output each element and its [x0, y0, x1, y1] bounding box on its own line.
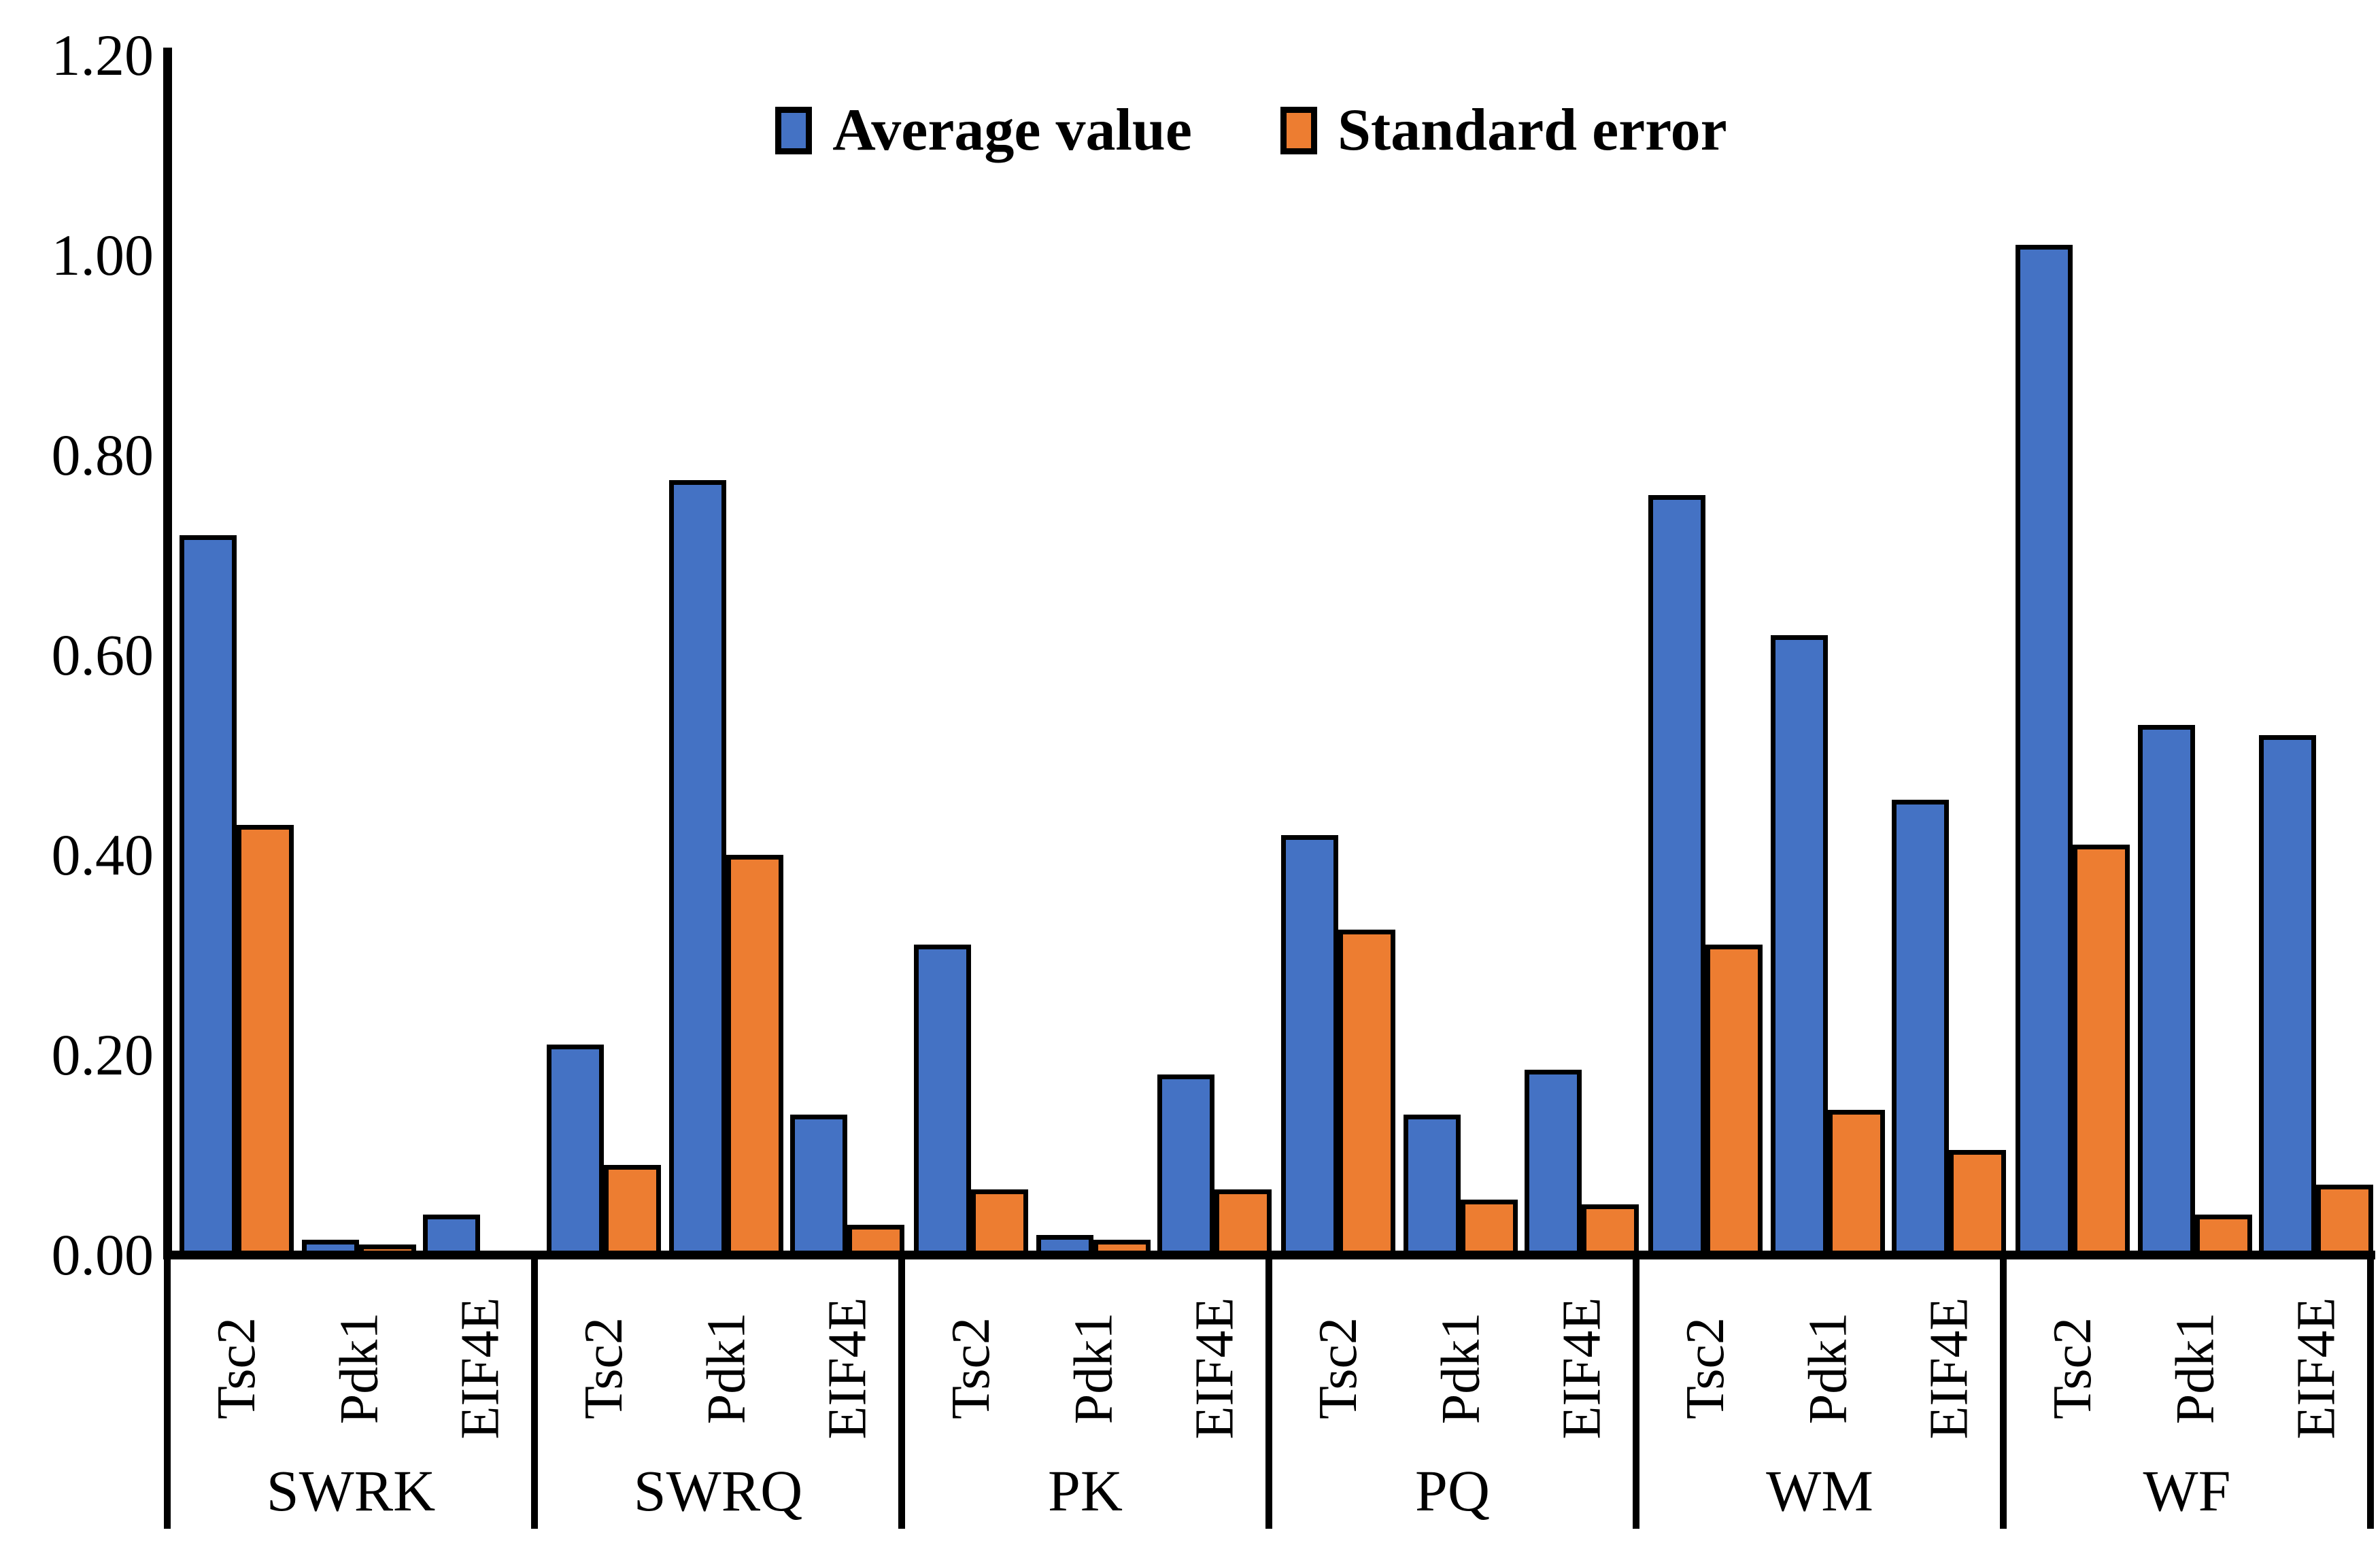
group-separator [898, 1259, 905, 1529]
bar-standard-error-PQ-EIF4E [1582, 1204, 1639, 1255]
legend: Average value Standard error [61, 101, 2380, 160]
group-separator [164, 1259, 171, 1529]
legend-item-average-value: Average value [775, 101, 1192, 160]
y-tick-label: 1.00 [51, 222, 154, 288]
group-separator [2000, 1259, 2007, 1529]
gene-label-PK-Pdk1: Pdk1 [1064, 1312, 1123, 1425]
gene-label-SWRQ-EIF4E: EIF4E [817, 1297, 877, 1440]
gene-label-SWRQ-Tsc2: Tsc2 [574, 1317, 634, 1419]
gene-label-PK-Tsc2: Tsc2 [941, 1317, 1002, 1419]
gene-label-SWRK-EIF4E: EIF4E [450, 1297, 510, 1440]
legend-label-standard-error: Standard error [1337, 97, 1727, 163]
y-tick-label: 1.20 [51, 22, 154, 88]
y-tick-label: 0.00 [51, 1222, 154, 1287]
bar-average-value-WF-Pdk1 [2138, 725, 2195, 1255]
y-tick-label: 0.80 [51, 422, 154, 488]
bar-average-value-SWRQ-Pdk1 [669, 480, 726, 1255]
y-tick-label: 0.20 [51, 1022, 154, 1087]
group-label-WM: WM [1766, 1458, 1873, 1523]
legend-swatch-average-value-icon [775, 107, 813, 154]
bar-average-value-WM-Pdk1 [1771, 635, 1828, 1255]
legend-item-standard-error: Standard error [1280, 101, 1727, 160]
x-axis-line [163, 1251, 2375, 1259]
bar-average-value-SWRQ-EIF4E [790, 1115, 847, 1255]
gene-label-WF-Tsc2: Tsc2 [2043, 1317, 2103, 1419]
group-label-SWRK: SWRK [266, 1458, 436, 1523]
bar-average-value-WM-EIF4E [1892, 800, 1949, 1255]
bar-standard-error-SWRK-Tsc2 [237, 825, 294, 1255]
gene-label-SWRK-Tsc2: Tsc2 [207, 1317, 267, 1419]
gene-label-WM-Tsc2: Tsc2 [1676, 1317, 1736, 1419]
y-tick-label: 0.40 [51, 822, 154, 887]
bar-average-value-WF-EIF4E [2259, 735, 2316, 1255]
gene-label-WF-Pdk1: Pdk1 [2165, 1312, 2225, 1425]
group-separator [1633, 1259, 1639, 1529]
gene-label-PQ-EIF4E: EIF4E [1552, 1297, 1612, 1440]
bar-average-value-PQ-EIF4E [1525, 1070, 1582, 1255]
gene-label-WF-EIF4E: EIF4E [2286, 1297, 2346, 1440]
bar-average-value-SWRQ-Tsc2 [547, 1045, 604, 1255]
bar-standard-error-WF-Tsc2 [2073, 845, 2130, 1255]
bar-standard-error-SWRQ-EIF4E [847, 1225, 904, 1255]
bar-standard-error-PQ-Tsc2 [1338, 930, 1395, 1255]
group-label-PQ: PQ [1415, 1458, 1490, 1523]
group-label-WF: WF [2143, 1458, 2231, 1523]
gene-label-PQ-Tsc2: Tsc2 [1308, 1317, 1369, 1419]
bar-average-value-PQ-Tsc2 [1281, 835, 1338, 1255]
gene-label-SWRQ-Pdk1: Pdk1 [696, 1312, 756, 1425]
bar-standard-error-WM-EIF4E [1949, 1150, 2006, 1255]
gene-label-PK-EIF4E: EIF4E [1185, 1297, 1244, 1440]
y-tick-label: 0.60 [51, 622, 154, 688]
bar-standard-error-PK-EIF4E [1214, 1189, 1272, 1255]
bar-average-value-PK-Tsc2 [914, 945, 971, 1255]
gene-label-PQ-Pdk1: Pdk1 [1431, 1312, 1491, 1425]
bar-average-value-SWRK-EIF4E [423, 1215, 480, 1255]
bar-standard-error-SWRQ-Pdk1 [726, 855, 783, 1255]
bar-standard-error-SWRQ-Tsc2 [604, 1165, 661, 1255]
legend-label-average-value: Average value [832, 97, 1192, 163]
bar-average-value-SWRK-Tsc2 [180, 535, 237, 1255]
bar-average-value-WM-Tsc2 [1648, 495, 1705, 1255]
group-label-PK: PK [1048, 1458, 1123, 1523]
bar-average-value-PK-EIF4E [1157, 1074, 1214, 1255]
y-axis-line [163, 48, 172, 1259]
bar-average-value-PQ-Pdk1 [1404, 1115, 1461, 1255]
bar-standard-error-PK-Tsc2 [971, 1189, 1028, 1255]
gene-label-WM-Pdk1: Pdk1 [1798, 1312, 1858, 1425]
gene-label-WM-EIF4E: EIF4E [1919, 1297, 1979, 1440]
group-separator [2367, 1259, 2374, 1529]
bar-standard-error-WF-EIF4E [2316, 1185, 2373, 1255]
group-label-SWRQ: SWRQ [633, 1458, 803, 1523]
bar-average-value-WF-Tsc2 [2016, 245, 2073, 1255]
bar-standard-error-PQ-Pdk1 [1461, 1200, 1518, 1255]
bar-standard-error-WM-Pdk1 [1828, 1110, 1885, 1255]
bar-standard-error-WM-Tsc2 [1705, 945, 1763, 1255]
gene-label-SWRK-Pdk1: Pdk1 [329, 1312, 389, 1425]
bar-standard-error-WF-Pdk1 [2195, 1215, 2252, 1255]
legend-swatch-standard-error-icon [1280, 107, 1317, 154]
group-separator [1265, 1259, 1272, 1529]
group-separator [531, 1259, 538, 1529]
